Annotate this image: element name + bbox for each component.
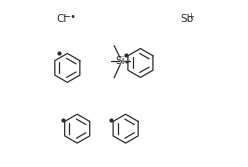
Text: Si: Si bbox=[115, 56, 125, 66]
Text: −•: −• bbox=[62, 12, 77, 22]
Text: +: + bbox=[187, 13, 194, 22]
Text: Sb: Sb bbox=[181, 14, 194, 24]
Text: Cl: Cl bbox=[57, 14, 67, 24]
